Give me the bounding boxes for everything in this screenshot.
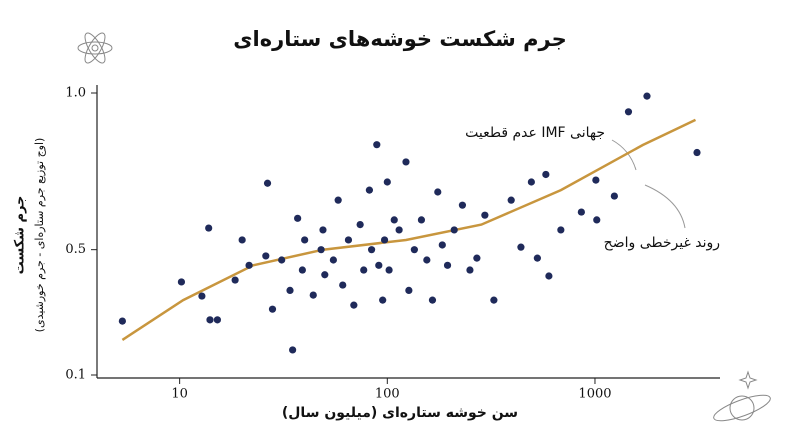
point: [278, 256, 286, 264]
point: [405, 286, 413, 294]
y-tick-label: 0.1: [65, 368, 86, 383]
point: [301, 236, 309, 244]
point: [423, 256, 431, 264]
point: [231, 276, 239, 284]
point: [693, 148, 701, 157]
point: [321, 271, 329, 279]
y-axis-label: جرم شکست: [13, 196, 28, 275]
point: [610, 192, 618, 200]
point: [268, 305, 277, 313]
point: [466, 266, 474, 274]
point: [507, 196, 515, 204]
point: [238, 236, 246, 244]
point: [294, 214, 302, 222]
fit-line: [121, 118, 697, 341]
x-axis-label: سن خوشه ستاره‌ای (میلیون سال): [282, 405, 518, 421]
point: [375, 261, 383, 269]
point: [458, 201, 467, 209]
point: [383, 178, 391, 186]
point: [410, 246, 418, 254]
point: [592, 176, 600, 184]
point: [380, 236, 389, 244]
point: [517, 243, 525, 251]
point: [367, 246, 376, 254]
point: [360, 266, 368, 274]
point: [490, 296, 498, 304]
planet-icon: [713, 370, 771, 422]
point: [643, 92, 651, 100]
y-axis-sublabel: (اوج توزیع جرم ستاره‌ای - جرم خورشیدی): [33, 138, 46, 333]
point: [373, 141, 381, 149]
point: [262, 252, 270, 260]
x-tick-label: 10: [171, 387, 188, 402]
point: [434, 188, 442, 196]
point: [577, 208, 585, 216]
point: [329, 256, 337, 264]
x-tick-label: 1000: [578, 387, 611, 402]
point: [385, 266, 393, 274]
point: [473, 254, 481, 262]
point: [417, 216, 426, 224]
point: [198, 292, 206, 300]
point: [533, 254, 541, 262]
point: [334, 196, 342, 204]
point: [317, 246, 325, 254]
point: [213, 316, 222, 324]
point: [205, 224, 213, 232]
point: [286, 286, 294, 294]
atom-icon: [77, 32, 113, 64]
point: [206, 316, 214, 324]
point: [319, 226, 327, 234]
point: [339, 281, 347, 289]
chart-title: جرم شکست خوشه‌های ستاره‌ای: [233, 27, 566, 51]
point: [263, 179, 272, 187]
y-tick-label: 0.5: [65, 242, 86, 257]
point: [593, 216, 601, 224]
point: [356, 221, 364, 229]
point: [177, 278, 186, 286]
point: [344, 236, 353, 244]
point: [395, 226, 403, 234]
point: [118, 317, 126, 325]
point: [379, 296, 387, 304]
point: [245, 261, 253, 269]
point: [527, 178, 535, 186]
point: [309, 291, 317, 299]
fit-label: روند غیرخطی واضح: [604, 235, 720, 251]
point: [438, 241, 446, 249]
point: [350, 301, 358, 309]
point: [390, 216, 398, 224]
point: [365, 186, 374, 194]
point: [450, 226, 458, 234]
point: [402, 158, 410, 166]
point: [557, 226, 565, 234]
point: [624, 108, 633, 116]
point: [542, 170, 550, 179]
fit-label-arrow: [644, 184, 686, 229]
point: [443, 261, 452, 269]
point: [298, 266, 306, 274]
y-tick-label: 1.0: [65, 86, 86, 101]
point: [481, 211, 489, 219]
point: [545, 272, 553, 280]
x-tick-label: 100: [375, 387, 400, 402]
annotation: عدم قطعیت IMF جهانی: [465, 125, 605, 141]
point: [289, 346, 297, 354]
point: [428, 296, 437, 304]
